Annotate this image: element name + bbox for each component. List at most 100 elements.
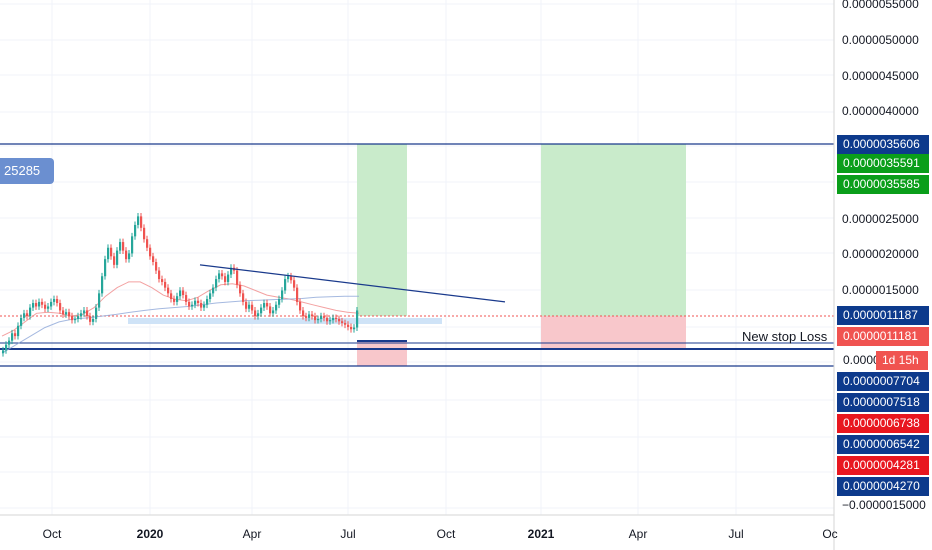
candle-body <box>251 304 254 311</box>
candle-body <box>260 307 263 314</box>
moving-average-blue <box>1 295 359 354</box>
candle-body <box>224 276 227 282</box>
candle-body <box>185 295 188 302</box>
candle-body <box>335 317 338 319</box>
candle-body <box>125 250 128 260</box>
candle-body <box>257 313 260 317</box>
candle-body <box>320 316 323 319</box>
candle-body <box>17 325 20 337</box>
candle-body <box>107 247 110 260</box>
price-tick-label: −0.0000015000 <box>842 497 926 512</box>
price-label: 0.0000007518 <box>837 393 929 412</box>
trendlines <box>199 264 506 303</box>
candle-body <box>140 216 143 228</box>
price-tick-label: 0.0000045000 <box>842 68 919 83</box>
price-label: 0.0000011181 <box>837 327 929 346</box>
time-tick-label: Apr <box>628 527 648 541</box>
candle-body <box>80 313 83 317</box>
candle-body <box>101 276 104 294</box>
price-label: 0.0000035591 <box>837 154 929 173</box>
candle-body <box>221 273 224 277</box>
horizontal-levels <box>0 143 834 367</box>
candle-body <box>326 317 329 322</box>
price-label: 0.0000006542 <box>837 435 929 454</box>
time-tick-label: Apr <box>242 527 262 541</box>
candle-body <box>152 256 155 262</box>
candle-body <box>155 262 158 271</box>
candle-body <box>20 317 23 326</box>
candle-body <box>338 319 341 322</box>
candle-body <box>302 310 305 317</box>
position-zones <box>128 144 686 366</box>
candle-body <box>47 306 50 309</box>
candle-body <box>149 247 152 257</box>
candle-body <box>254 310 257 317</box>
candle-body <box>170 293 173 300</box>
target-zone-2 <box>541 144 686 316</box>
candle-body <box>11 333 14 341</box>
price-label: 0.0000004281 <box>837 456 929 475</box>
candle-body <box>200 303 203 308</box>
candle-body <box>8 340 11 345</box>
candle-body <box>308 314 311 318</box>
candle-body <box>206 299 209 305</box>
candle-body <box>347 324 350 327</box>
time-tick-label: Jul <box>728 527 744 541</box>
candle-body <box>41 301 44 305</box>
candle-body <box>65 312 68 315</box>
candle-body <box>110 247 113 257</box>
candle-body <box>32 303 35 308</box>
candle-body <box>68 312 71 317</box>
candle-body <box>215 279 218 288</box>
price-label: 0.0000035606 <box>837 135 929 154</box>
candle-body <box>182 290 185 296</box>
candle-body <box>341 321 344 323</box>
candle-body <box>281 290 284 300</box>
price-tick-label: 0.0000040000 <box>842 104 919 119</box>
candle-body <box>290 276 293 281</box>
candle-body <box>59 303 62 311</box>
candlestick-series <box>2 212 359 357</box>
candle-body <box>86 310 89 317</box>
target-zone-1 <box>357 144 407 316</box>
candle-body <box>161 279 164 282</box>
stop-loss-annotation: New stop Loss <box>742 329 828 344</box>
stop-zone-1 <box>357 342 407 366</box>
candle-body <box>173 299 176 302</box>
candle-body <box>89 316 92 322</box>
candle-body <box>353 327 356 330</box>
candle-body <box>14 333 17 337</box>
candle-body <box>350 326 353 330</box>
candle-body <box>113 256 116 265</box>
candle-body <box>164 281 167 288</box>
candle-body <box>5 344 8 351</box>
price-label: 0.0000011187 <box>837 306 929 325</box>
candle-body <box>323 316 326 318</box>
price-label: 0.0000004270 <box>837 477 929 496</box>
candle-body <box>230 267 233 275</box>
candle-body <box>317 319 320 321</box>
time-tick-label: 2021 <box>527 527 555 541</box>
candle-body <box>344 322 347 325</box>
candle-body <box>2 350 5 354</box>
candle-body <box>83 310 86 314</box>
candle-body <box>287 276 290 280</box>
stop-zone-2 <box>541 316 686 349</box>
candle-body <box>242 293 245 302</box>
candle-body <box>248 304 251 309</box>
candle-body <box>314 316 317 321</box>
moving-average-red <box>1 281 360 337</box>
candle-body <box>179 290 182 297</box>
time-tick-label: Oc <box>822 527 838 541</box>
price-label: 0.0000 <box>837 351 880 370</box>
candle-body <box>128 253 131 260</box>
candle-body <box>194 300 197 305</box>
candle-body <box>38 301 41 307</box>
candle-body <box>212 287 215 294</box>
candle-body <box>74 319 77 321</box>
candle-body <box>71 316 74 321</box>
candle-body <box>197 300 200 304</box>
candle-body <box>272 310 275 314</box>
candle-body <box>44 304 47 309</box>
